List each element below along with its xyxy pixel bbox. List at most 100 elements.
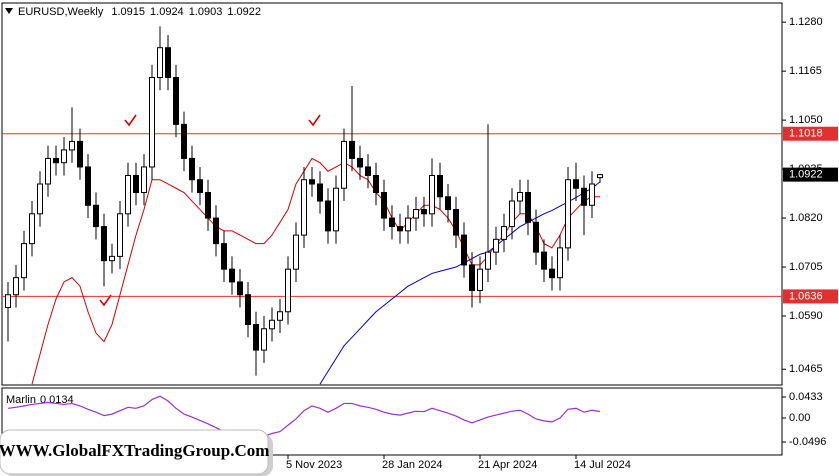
candle-body (389, 217, 395, 228)
y-tick-label: 1.0590 (789, 310, 823, 322)
candle-body (557, 247, 563, 279)
candle-body (21, 243, 27, 279)
candle-body (157, 47, 163, 79)
candle-body (197, 179, 203, 194)
last-low: 1.0903 (189, 6, 223, 18)
candle-body (565, 179, 571, 249)
check-mark (308, 114, 321, 127)
candle-body (501, 226, 507, 240)
x-tick-label: 14 Jul 2024 (574, 459, 631, 471)
candle-body (541, 251, 547, 270)
candle-body (45, 157, 51, 185)
candle-body (221, 243, 227, 270)
candle-body (597, 174, 603, 179)
y-tick-label: 1.1050 (789, 114, 823, 126)
candle-body (309, 179, 315, 185)
candle-body (69, 140, 75, 151)
y-tick-label: 1.0465 (789, 363, 823, 375)
x-tick-label: 21 Apr 2024 (478, 459, 537, 471)
candle-body (469, 264, 475, 291)
candle-body (581, 187, 587, 206)
candle-body (165, 47, 171, 79)
candle-body (461, 234, 467, 266)
candle-body (373, 174, 379, 194)
candle-body (589, 183, 595, 206)
level-label: 1.1018 (789, 128, 823, 140)
candle-body (93, 204, 99, 228)
candle-body (413, 209, 419, 219)
indicator-line (7, 395, 601, 441)
candle-body (341, 140, 347, 189)
candle-body (533, 221, 539, 253)
indicator-tick-label: -0.0496 (789, 436, 826, 448)
last-close: 1.0922 (227, 6, 261, 18)
level-label-box (783, 289, 838, 304)
check-mark (99, 294, 112, 307)
y-tick-label: 1.0705 (789, 261, 823, 273)
candle-body (293, 234, 299, 270)
candle-body (101, 226, 107, 262)
candle-body (277, 311, 283, 321)
candle-body (205, 192, 211, 219)
candle-body (253, 324, 259, 351)
candle-body (549, 268, 555, 279)
candle-body (181, 123, 187, 159)
candle-body (301, 179, 307, 236)
candle-body (429, 174, 435, 215)
candle-body (269, 319, 275, 330)
indicator-name: Marlin (6, 394, 36, 406)
candle-body (133, 174, 139, 194)
candle-body (437, 174, 443, 198)
candle-body (77, 140, 83, 168)
candle-body (173, 77, 179, 125)
candle-body (237, 281, 243, 296)
last-price-label: 1.0922 (789, 169, 823, 181)
chart-title: EURUSD,Weekly 1.0915 1.0924 1.0903 1.0922 (18, 6, 261, 18)
candle-body (261, 328, 267, 351)
candle-body (37, 183, 43, 215)
candle-body (5, 294, 11, 308)
watermark-text: WWW.GlobalFXTradingGroup.Com (0, 441, 269, 460)
watermark-box: WWW.GlobalFXTradingGroup.Com (0, 429, 273, 476)
x-tick-label: 28 Jan 2024 (382, 459, 443, 471)
candle-body (325, 200, 331, 232)
candle-body (117, 213, 123, 257)
candle-body (149, 77, 155, 168)
candle-body (141, 166, 147, 194)
candle-body (445, 196, 451, 211)
candle-body (397, 226, 403, 232)
level-label-box (783, 126, 838, 141)
last-price-box (783, 167, 838, 182)
candle-body (245, 294, 251, 326)
last-high: 1.0924 (150, 6, 184, 18)
candle-body (333, 187, 339, 232)
candle-body (493, 238, 499, 253)
y-tick-label: 1.1280 (789, 16, 823, 28)
indicator-tick-label: 0.00 (789, 412, 810, 424)
candle-body (29, 213, 35, 245)
last-open: 1.0915 (111, 6, 145, 18)
candle-body (285, 268, 291, 313)
x-tick-label: 5 Nov 2023 (286, 459, 342, 471)
menu-triangle (5, 8, 13, 14)
candle-body (229, 268, 235, 283)
candle-body (189, 157, 195, 181)
indicator-tick-label: 0.0433 (789, 391, 823, 403)
candle-body (517, 192, 523, 202)
candle-body (477, 268, 483, 291)
candle-body (317, 183, 323, 202)
candle-body (573, 179, 579, 189)
candle-body (485, 251, 491, 270)
candle-body (349, 140, 355, 159)
candle-body (85, 166, 91, 206)
candle-body (125, 174, 131, 215)
candle-body (53, 157, 59, 164)
candle-body (213, 217, 219, 245)
candle-body (61, 149, 67, 164)
candle-body (13, 277, 19, 296)
candle-body (381, 192, 387, 219)
watermark-panel (0, 429, 269, 475)
indicator-pane-frame (1, 387, 783, 456)
